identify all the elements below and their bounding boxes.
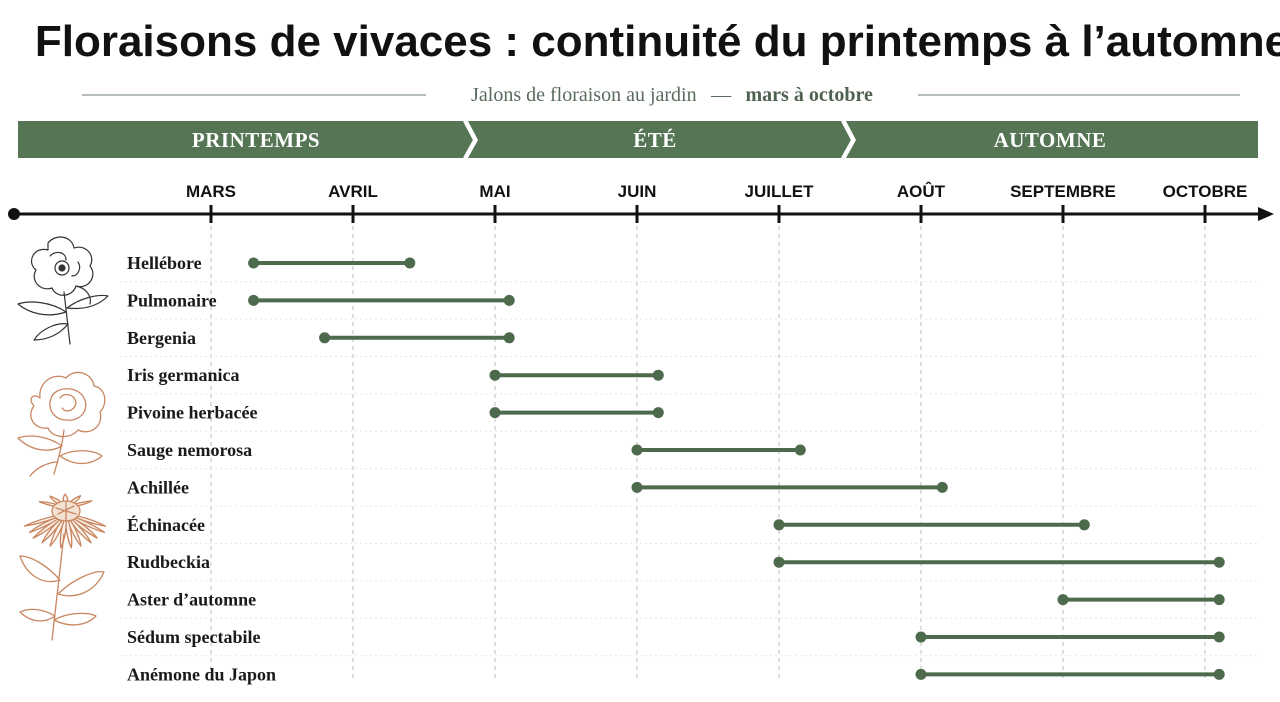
bloom-start-point-pulmonaire [248, 294, 260, 306]
month-label-avril: AVRIL [328, 182, 378, 201]
hellebore-center-dot [58, 264, 66, 272]
plant-labels: Hellébore Pulmonaire Bergenia Iris germanic… [127, 253, 276, 684]
plant-label-achillee: Achillée [127, 477, 189, 497]
plant-label-sauge-nemorosa: Sauge nemorosa [127, 440, 252, 460]
season-band-printemps [18, 121, 474, 158]
plant-label-aster-d-automne: Aster d’automne [127, 590, 256, 610]
month-label-juillet: JUILLET [745, 182, 815, 201]
season-band: PRINTEMPS ÉTÉ AUTOMNE [18, 120, 1258, 159]
season-ete-label: ÉTÉ [633, 128, 677, 152]
hellebore-stem [63, 291, 71, 345]
peony-core [59, 393, 77, 412]
chart-title: Floraisons de vivaces : continuité du pr… [35, 17, 1280, 66]
hellebore-leaf-lower [33, 323, 69, 341]
bloom-end-point-iris-germanica [652, 369, 664, 381]
season-divider-1 [463, 120, 476, 159]
echinacea-leaf-left [19, 555, 61, 583]
bloom-start-point-hellebore [248, 257, 260, 269]
season-printemps-label: PRINTEMPS [192, 128, 320, 152]
bloom-end-point-bergenia [503, 332, 515, 344]
bloom-start-point-bergenia [319, 332, 331, 344]
echinacea-cone-texture [55, 501, 77, 521]
plant-label-anemone-du-japon: Anémone du Japon [127, 664, 276, 684]
bloom-start-point-sauge-nemorosa [631, 444, 643, 456]
season-band-ete [468, 121, 852, 158]
bloom-end-point-rudbeckia [1213, 556, 1225, 568]
season-band-automne [846, 121, 1258, 158]
hellebore-leaf-right [66, 294, 109, 310]
plant-label-rudbeckia: Rudbeckia [127, 552, 210, 572]
peony-stem [53, 429, 65, 475]
plant-label-sedum-spectabile: Sédum spectabile [127, 627, 261, 647]
bloom-start-point-echinacee [773, 519, 785, 531]
month-label-juin: JUIN [618, 182, 657, 201]
subtitle-text: Jalons de floraison au jardin [471, 84, 697, 106]
echinacea-leaf-lower [19, 608, 56, 622]
plant-label-hellebore: Hellébore [127, 253, 202, 273]
bloom-start-point-iris-germanica [489, 369, 501, 381]
bloom-start-point-pivoine-herbacee [489, 407, 501, 419]
hellebore-illustration [17, 236, 109, 345]
hellebore-center [54, 260, 70, 276]
hellebore-petal-vein-2 [71, 261, 81, 277]
hellebore-leaf-left [17, 301, 67, 316]
peony-leaf-left [17, 435, 63, 451]
peony-leaf-lower [29, 461, 59, 477]
plant-label-pulmonaire: Pulmonaire [127, 290, 217, 310]
hellebore-stem-branch [75, 285, 91, 305]
axis-start-dot [8, 208, 20, 220]
bloom-end-point-sauge-nemorosa [794, 444, 806, 456]
bloom-end-point-anemone-du-japon [1213, 668, 1225, 680]
bloom-bars [248, 257, 1225, 680]
echinacea-leaf-lower-right [53, 612, 97, 626]
month-label-mai: MAI [479, 182, 510, 201]
bloom-end-point-sedum-spectabile [1213, 631, 1225, 643]
hellebore-petal-vein-1 [49, 251, 67, 261]
bloom-start-point-anemone-du-japon [915, 668, 927, 680]
subtitle-dash: — [710, 84, 732, 106]
echinacea-stem [51, 533, 65, 641]
peony-illustration [17, 371, 106, 477]
plant-label-bergenia: Bergenia [127, 328, 196, 348]
plant-label-echinacee: Échinacée [127, 514, 205, 535]
bloom-end-point-pulmonaire [503, 294, 515, 306]
peony-inner-petals [49, 388, 87, 421]
season-automne-label: AUTOMNE [994, 128, 1107, 152]
bloom-end-point-aster-d-automne [1213, 594, 1225, 606]
peony-outer-petals [30, 371, 106, 438]
bloom-start-point-rudbeckia [773, 556, 785, 568]
month-label-aout: AOÛT [897, 182, 946, 201]
bloom-start-point-achillee [631, 481, 643, 493]
month-label-mars: MARS [186, 182, 236, 201]
month-label-octobre: OCTOBRE [1163, 182, 1248, 201]
subtitle-range: mars à octobre [746, 84, 873, 106]
bloom-start-point-sedum-spectabile [915, 631, 927, 643]
month-label-septembre: SEPTEMBRE [1010, 182, 1116, 201]
axis-arrow-icon [1258, 207, 1274, 221]
peony-leaf-right [59, 450, 103, 465]
bloom-end-point-echinacee [1078, 519, 1090, 531]
echinacea-illustration [19, 493, 107, 641]
bloom-end-point-hellebore [404, 257, 416, 269]
bloom-end-point-achillee [936, 481, 948, 493]
plant-label-pivoine-herbacee: Pivoine herbacée [127, 403, 257, 423]
chart-subtitle: Jalons de floraison au jardin — mars à o… [471, 84, 873, 106]
plant-label-iris-germanica: Iris germanica [127, 365, 239, 385]
echinacea-leaf-right [57, 571, 105, 597]
time-axis: MARS AVRIL MAI JUIN JUILLET AOÛT SEPTEMBRE OCTO… [8, 182, 1274, 223]
bloom-end-point-pivoine-herbacee [652, 407, 664, 419]
bloom-start-point-aster-d-automne [1057, 594, 1069, 606]
season-divider-2 [841, 120, 854, 159]
